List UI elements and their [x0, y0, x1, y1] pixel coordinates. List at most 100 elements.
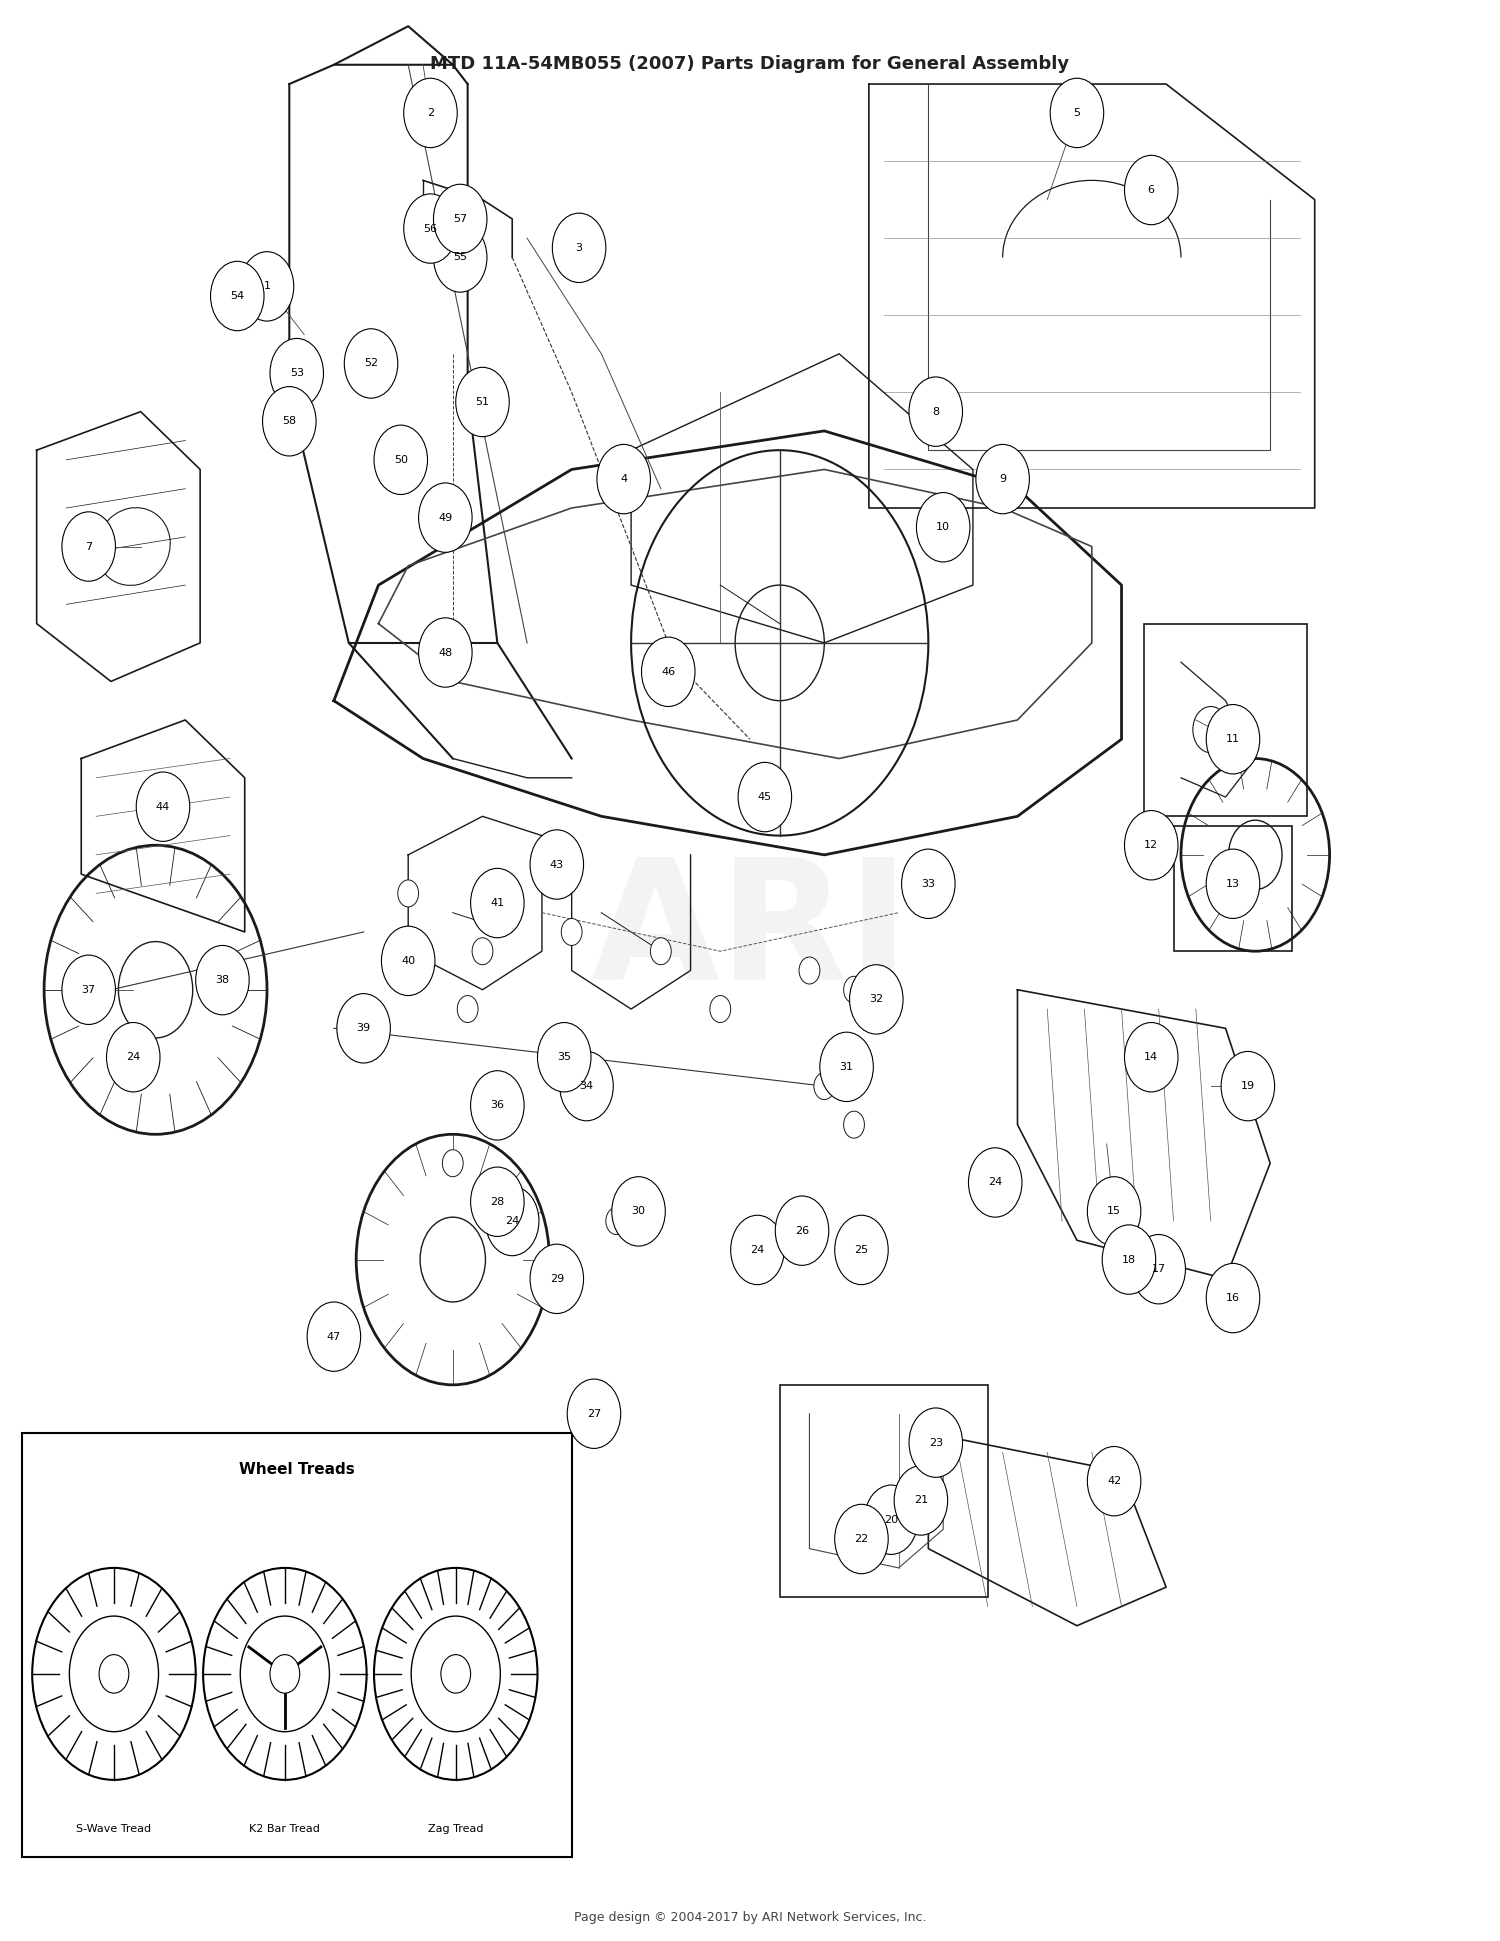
Circle shape — [815, 1073, 834, 1101]
Circle shape — [1088, 1446, 1142, 1516]
Circle shape — [381, 926, 435, 996]
Circle shape — [530, 831, 584, 899]
Text: 50: 50 — [394, 454, 408, 464]
Circle shape — [1206, 848, 1260, 918]
Circle shape — [738, 763, 792, 833]
Text: 32: 32 — [870, 994, 883, 1003]
Circle shape — [136, 773, 189, 840]
Text: 13: 13 — [1226, 879, 1240, 889]
Text: 25: 25 — [855, 1244, 868, 1256]
Circle shape — [472, 938, 494, 965]
Text: 54: 54 — [230, 291, 244, 301]
Circle shape — [537, 1023, 591, 1093]
Circle shape — [352, 1035, 374, 1062]
Circle shape — [69, 1617, 159, 1731]
Circle shape — [843, 976, 864, 1003]
Circle shape — [710, 996, 730, 1023]
Circle shape — [456, 367, 509, 437]
Circle shape — [800, 957, 820, 984]
Circle shape — [530, 1244, 584, 1314]
Text: 43: 43 — [549, 860, 564, 870]
Circle shape — [776, 1196, 830, 1266]
Text: MTD 11A-54MB055 (2007) Parts Diagram for General Assembly: MTD 11A-54MB055 (2007) Parts Diagram for… — [430, 54, 1070, 74]
Text: 19: 19 — [1240, 1081, 1256, 1091]
Text: 16: 16 — [1226, 1293, 1240, 1302]
Circle shape — [1050, 78, 1104, 148]
Circle shape — [597, 444, 651, 514]
Circle shape — [1206, 705, 1260, 774]
Circle shape — [1102, 1225, 1155, 1295]
Circle shape — [1132, 1234, 1185, 1304]
Circle shape — [419, 483, 472, 553]
Circle shape — [909, 1407, 963, 1477]
Circle shape — [99, 1654, 129, 1693]
Text: 6: 6 — [1148, 184, 1155, 194]
Text: 10: 10 — [936, 522, 950, 532]
Circle shape — [270, 338, 324, 408]
Text: 4: 4 — [620, 474, 627, 483]
Text: 5: 5 — [1074, 109, 1080, 118]
Text: 8: 8 — [932, 406, 939, 417]
Text: 56: 56 — [423, 223, 438, 233]
Text: 45: 45 — [758, 792, 772, 802]
Text: 12: 12 — [1144, 840, 1158, 850]
Text: 23: 23 — [928, 1438, 944, 1448]
Circle shape — [546, 1035, 567, 1062]
Text: 29: 29 — [549, 1273, 564, 1283]
Circle shape — [834, 1504, 888, 1574]
Text: 28: 28 — [490, 1198, 504, 1207]
Text: 51: 51 — [476, 398, 489, 408]
Text: 24: 24 — [506, 1215, 519, 1227]
Circle shape — [458, 996, 478, 1023]
Circle shape — [262, 386, 316, 456]
Text: 11: 11 — [1226, 734, 1240, 743]
Text: Page design © 2004-2017 by ARI Network Services, Inc.: Page design © 2004-2017 by ARI Network S… — [573, 1912, 926, 1924]
Text: 52: 52 — [364, 359, 378, 369]
Circle shape — [992, 1149, 1012, 1176]
Circle shape — [976, 444, 1029, 514]
Text: 38: 38 — [216, 974, 229, 986]
Text: 1: 1 — [264, 281, 270, 291]
Text: 15: 15 — [1107, 1207, 1120, 1217]
Text: 37: 37 — [81, 984, 96, 996]
Circle shape — [308, 1302, 360, 1372]
Circle shape — [338, 994, 390, 1064]
Circle shape — [916, 493, 970, 563]
Text: 24: 24 — [988, 1178, 1002, 1188]
Circle shape — [240, 1617, 330, 1731]
Circle shape — [770, 1227, 790, 1254]
Circle shape — [471, 1167, 524, 1236]
Circle shape — [404, 194, 457, 264]
Circle shape — [441, 1654, 471, 1693]
Circle shape — [404, 78, 457, 148]
Text: Zag Tread: Zag Tread — [427, 1825, 483, 1834]
Circle shape — [642, 637, 694, 707]
Circle shape — [561, 918, 582, 945]
Circle shape — [843, 1110, 864, 1137]
Circle shape — [849, 965, 903, 1035]
Circle shape — [345, 328, 398, 398]
Text: 41: 41 — [490, 899, 504, 908]
Text: 26: 26 — [795, 1225, 808, 1236]
Circle shape — [612, 1176, 666, 1246]
Text: 14: 14 — [1144, 1052, 1158, 1062]
Text: 57: 57 — [453, 214, 468, 223]
Circle shape — [969, 1147, 1022, 1217]
Text: 48: 48 — [438, 648, 453, 658]
Circle shape — [1125, 811, 1178, 879]
Text: 7: 7 — [86, 542, 92, 551]
Text: 24: 24 — [750, 1244, 765, 1256]
Text: K2 Bar Tread: K2 Bar Tread — [249, 1825, 321, 1834]
Circle shape — [902, 848, 956, 918]
Text: 30: 30 — [632, 1207, 645, 1217]
Circle shape — [240, 252, 294, 320]
Text: 36: 36 — [490, 1101, 504, 1110]
Text: 40: 40 — [400, 955, 416, 967]
Text: 2: 2 — [427, 109, 433, 118]
Text: 18: 18 — [1122, 1254, 1136, 1266]
Text: 39: 39 — [357, 1023, 370, 1033]
Text: 27: 27 — [586, 1409, 602, 1419]
Circle shape — [730, 1215, 784, 1285]
Bar — [22, 1432, 572, 1858]
Circle shape — [374, 1568, 537, 1780]
